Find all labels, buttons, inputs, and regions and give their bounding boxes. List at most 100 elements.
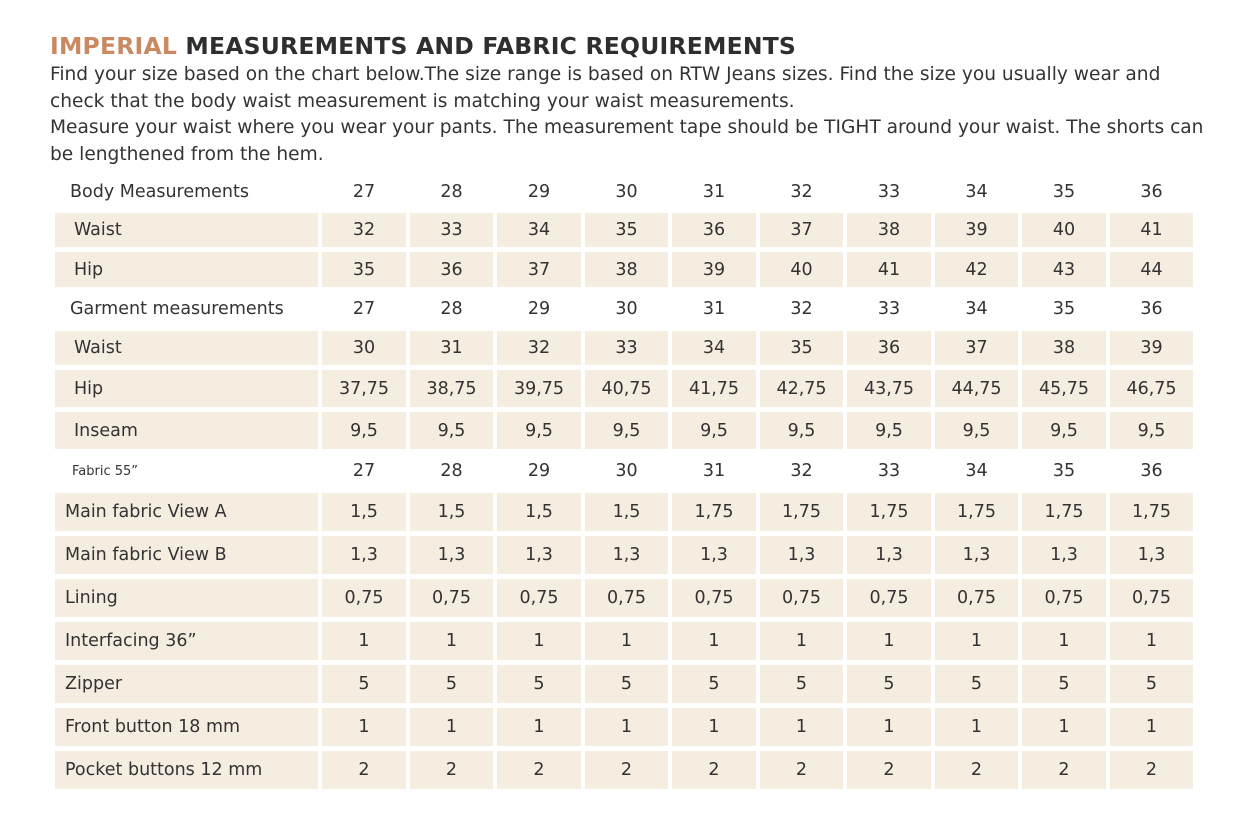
size-header-cell: 32 [790, 461, 813, 481]
value-cell: 5 [1022, 665, 1106, 703]
value-cell: 2 [847, 751, 931, 789]
value-cell: 9,5 [847, 412, 931, 449]
size-header-cell: 32 [790, 299, 813, 319]
value-cell: 35 [585, 213, 668, 247]
size-header-cell: 32 [790, 181, 813, 202]
row-label: Zipper [55, 665, 318, 703]
value-cell: 40,75 [585, 370, 668, 407]
value-cell: 1,3 [935, 536, 1018, 574]
row-label: Hip [55, 370, 318, 407]
value-cell: 36 [847, 331, 931, 365]
size-header-cell: 36 [1140, 181, 1163, 202]
value-cell: 0,75 [672, 579, 756, 617]
size-header-cell: 34 [965, 299, 988, 319]
value-cell: 1 [322, 622, 406, 660]
value-cell: 1 [847, 708, 931, 746]
table-row: Front button 18 mm 1 1 1 1 1 1 1 1 1 1 [55, 708, 1193, 746]
value-cell: 2 [322, 751, 406, 789]
value-cell: 5 [1110, 665, 1193, 703]
value-cell: 41 [847, 252, 931, 287]
row-label: Waist [55, 331, 318, 365]
value-cell: 0,75 [585, 579, 668, 617]
intro-paragraph-2: Measure your waist where you wear your p… [50, 117, 1204, 165]
row-label: Pocket buttons 12 mm [55, 751, 318, 789]
value-cell: 1 [1022, 708, 1106, 746]
section-header-label: Garment measurements [70, 299, 284, 319]
size-header-cell: 31 [702, 299, 726, 319]
size-header-cell: 34 [965, 461, 988, 481]
size-header-cell: 33 [877, 461, 901, 481]
value-cell: 1,5 [410, 493, 493, 531]
value-cell: 0,75 [847, 579, 931, 617]
section-header-row: Body Measurements 27 28 29 30 31 32 33 34 35 36 [55, 175, 1193, 208]
value-cell: 9,5 [672, 412, 756, 449]
value-cell: 36 [410, 252, 493, 287]
row-label: Interfacing 36” [55, 622, 318, 660]
title-accent: IMPERIAL [50, 32, 178, 60]
value-cell: 9,5 [935, 412, 1018, 449]
value-cell: 42 [935, 252, 1018, 287]
value-cell: 5 [847, 665, 931, 703]
value-cell: 38 [585, 252, 668, 287]
row-label: Main fabric View A [55, 493, 318, 531]
value-cell: 5 [497, 665, 581, 703]
value-cell: 40 [1022, 213, 1106, 247]
value-cell: 37 [935, 331, 1018, 365]
value-cell: 46,75 [1110, 370, 1193, 407]
value-cell: 2 [585, 751, 668, 789]
row-label: Hip [55, 252, 318, 287]
size-header-cell: 28 [440, 299, 463, 319]
value-cell: 0,75 [935, 579, 1018, 617]
value-cell: 9,5 [322, 412, 406, 449]
table-row: Pocket buttons 12 mm 2 2 2 2 2 2 2 2 2 2 [55, 751, 1193, 789]
row-label: Inseam [55, 412, 318, 449]
value-cell: 41 [1110, 213, 1193, 247]
value-cell: 38 [1022, 331, 1106, 365]
size-header-cell: 31 [702, 181, 726, 202]
value-cell: 40 [760, 252, 843, 287]
value-cell: 1,75 [847, 493, 931, 531]
value-cell: 1,5 [585, 493, 668, 531]
value-cell: 9,5 [585, 412, 668, 449]
size-header-cell: 36 [1140, 461, 1163, 481]
section-header-row: Fabric 55” 27 28 29 30 31 32 33 34 35 36 [55, 454, 1193, 488]
value-cell: 1,3 [1110, 536, 1193, 574]
value-cell: 9,5 [410, 412, 493, 449]
value-cell: 1,75 [1022, 493, 1106, 531]
value-cell: 43,75 [847, 370, 931, 407]
value-cell: 1 [847, 622, 931, 660]
table-row: Waist 30 31 32 33 34 35 36 37 38 39 [55, 331, 1193, 365]
value-cell: 34 [672, 331, 756, 365]
size-header-cell: 31 [702, 461, 726, 481]
intro-text: Find your size based on the chart below.… [50, 62, 1220, 168]
value-cell: 39 [672, 252, 756, 287]
size-header-cell: 36 [1140, 299, 1163, 319]
value-cell: 38,75 [410, 370, 493, 407]
value-cell: 37 [497, 252, 581, 287]
value-cell: 33 [585, 331, 668, 365]
value-cell: 32 [322, 213, 406, 247]
page-title: IMPERIAL MEASUREMENTS AND FABRIC REQUIRE… [50, 32, 796, 60]
size-header-cell: 27 [352, 299, 376, 319]
value-cell: 1 [585, 622, 668, 660]
value-cell: 1,3 [410, 536, 493, 574]
size-header-cell: 27 [352, 181, 376, 202]
size-header-cell: 35 [1052, 299, 1076, 319]
value-cell: 2 [760, 751, 843, 789]
value-cell: 1,3 [672, 536, 756, 574]
table-row: Main fabric View B 1,3 1,3 1,3 1,3 1,3 1,3 1,3 1… [55, 536, 1193, 574]
value-cell: 1,75 [935, 493, 1018, 531]
value-cell: 1 [935, 708, 1018, 746]
value-cell: 5 [760, 665, 843, 703]
intro-paragraph-1: Find your size based on the chart below.… [50, 64, 1161, 112]
row-label: Front button 18 mm [55, 708, 318, 746]
value-cell: 5 [585, 665, 668, 703]
value-cell: 1,3 [760, 536, 843, 574]
value-cell: 41,75 [672, 370, 756, 407]
size-header-cell: 28 [440, 181, 463, 202]
size-header-cell: 35 [1052, 461, 1076, 481]
value-cell: 9,5 [1110, 412, 1193, 449]
value-cell: 2 [1022, 751, 1106, 789]
section-header-row: Garment measurements 27 28 29 30 31 32 33 34 35 36 [55, 292, 1193, 326]
